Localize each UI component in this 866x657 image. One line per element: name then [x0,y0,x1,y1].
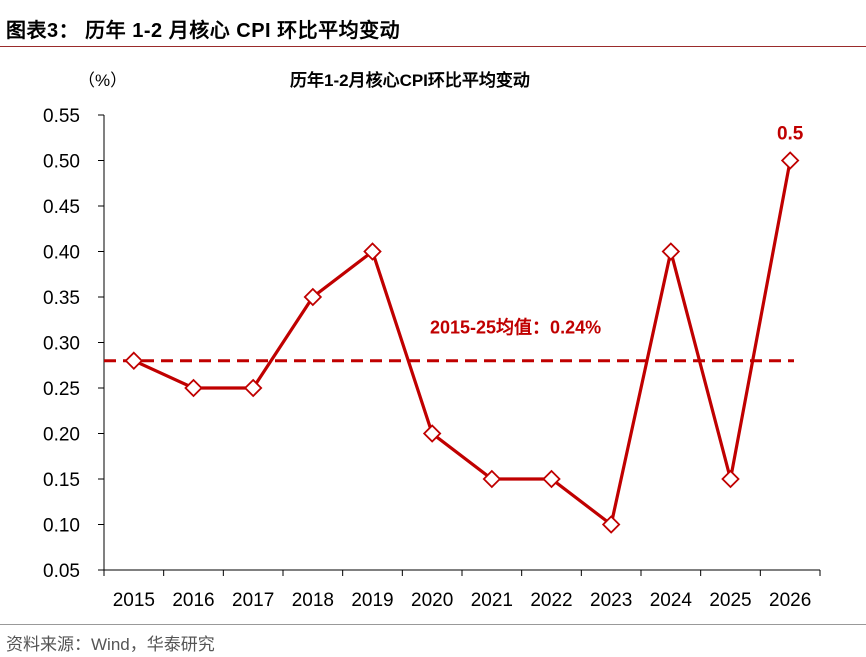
data-point-marker [303,287,323,307]
y-tick-label: 0.05 [43,561,80,582]
x-tick-label: 2025 [709,590,751,611]
series-line [133,160,792,528]
series-group: 0.5 [124,124,804,534]
y-tick-label: 0.40 [43,243,80,264]
data-point-marker [124,351,144,370]
data-point-marker [482,469,502,489]
data-point-marker [184,378,203,398]
average-reference-group: 2015-25均值：0.24% [104,317,794,363]
x-tick-label: 2016 [172,590,214,611]
x-tick-label: 2017 [232,590,274,611]
title-rule [0,46,866,47]
x-tick-label: 2024 [650,590,693,611]
y-tick-label: 0.45 [43,197,80,218]
x-tick-label: 2021 [471,590,513,611]
data-label: 0.5 [777,124,804,145]
y-tick-label: 0.50 [43,152,80,173]
x-tick-label: 2022 [530,590,572,611]
y-tick-label: 0.10 [43,516,80,537]
y-unit-label: （%） [78,71,128,90]
data-point-marker [243,378,263,398]
y-tick-label: 0.15 [43,470,80,491]
data-point-marker [721,469,740,489]
y-tick-label: 0.20 [43,425,80,446]
y-tick-label: 0.35 [43,288,80,309]
y-tick-label: 0.30 [43,334,80,355]
data-point-marker [542,469,561,489]
x-tick-label: 2020 [411,590,453,611]
x-tick-label: 2019 [351,590,393,611]
source-rule [0,624,866,625]
y-tick-label: 0.55 [43,106,80,127]
y-tick-label: 0.25 [43,379,80,400]
data-point-marker [780,151,800,170]
data-point-marker [422,424,442,443]
x-tick-label: 2018 [292,590,334,611]
average-reference-label: 2015-25均值：0.24% [430,317,601,338]
source-note: 资料来源：Wind，华泰研究 [6,635,215,654]
x-tick-label: 2026 [769,590,811,611]
x-tick-label: 2023 [590,590,632,611]
data-point-marker [661,242,681,261]
chart-title: 历年1-2月核心CPI环比平均变动 [290,71,530,90]
data-point-marker [363,242,382,261]
chart-axes: 0.050.100.150.200.250.300.350.400.450.50… [43,106,821,611]
x-tick-label: 2015 [113,590,155,611]
figure-title: 图表3： 历年 1-2 月核心 CPI 环比平均变动 [6,20,401,42]
data-point-marker [601,515,621,534]
